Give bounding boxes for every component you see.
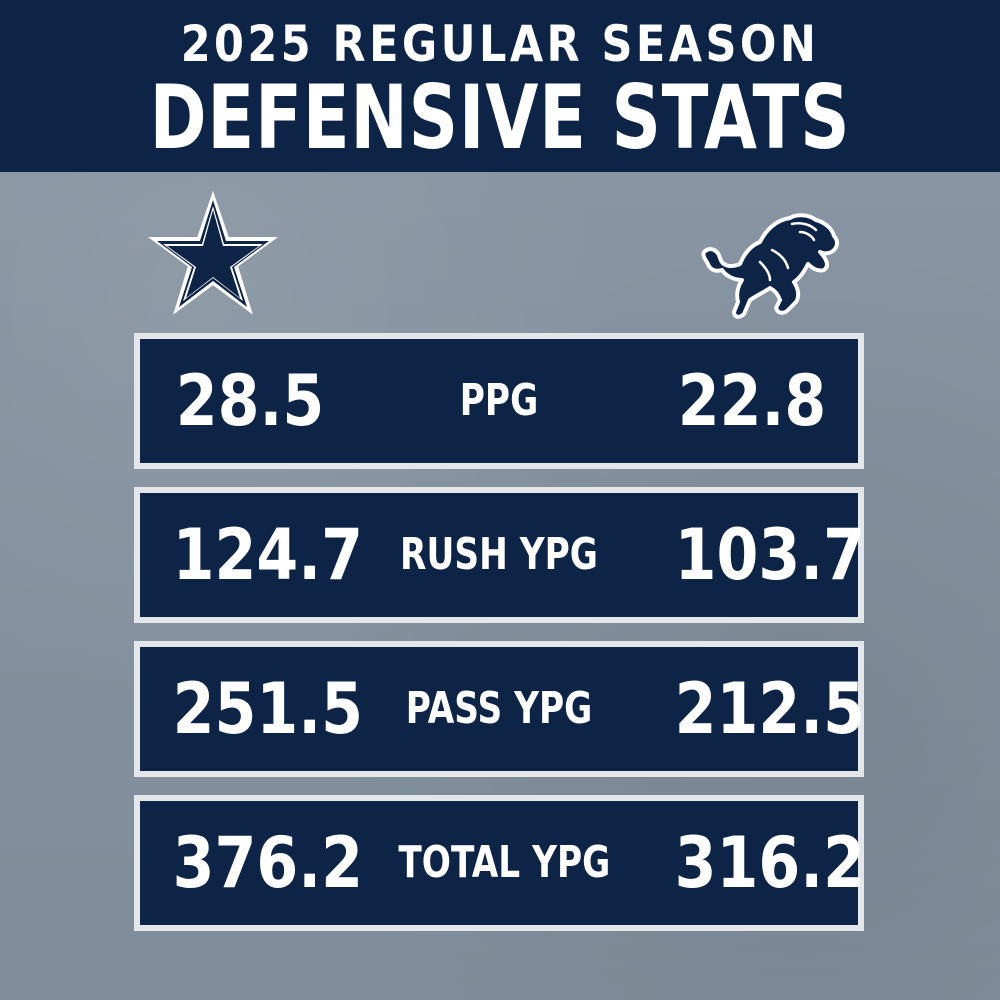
stat-label: RUSH YPG [400,529,598,580]
stat-left-value: 251.5 [172,668,364,750]
header-subtitle: 2025 REGULAR SEASON [180,15,820,73]
stat-left-value: 124.7 [172,514,364,596]
stat-left-value: 376.2 [172,822,364,904]
stat-label: PPG [459,375,539,426]
stat-right-value: 212.5 [674,668,866,750]
stat-right-value: 22.8 [677,360,827,442]
stat-row-rush-ypg: 124.7 RUSH YPG 103.7 [134,487,866,623]
stat-row-total-ypg: 376.2 TOTAL YPG 316.2 [134,795,866,931]
stat-label: TOTAL YPG [398,837,611,888]
dallas-cowboys-star-icon [146,190,280,318]
stat-row-pass-ypg: 251.5 PASS YPG 212.5 [134,641,866,777]
stat-right-value: 316.2 [674,822,866,904]
stat-row-ppg: 28.5 PPG 22.8 [134,333,864,469]
stat-right-value: 103.7 [674,514,866,596]
stat-label: PASS YPG [405,683,593,734]
stat-left-value: 28.5 [175,360,325,442]
header-title: DEFENSIVE STATS [149,66,851,169]
detroit-lions-lion-icon [700,210,842,322]
header-banner: 2025 REGULAR SEASON DEFENSIVE STATS [0,0,1000,172]
